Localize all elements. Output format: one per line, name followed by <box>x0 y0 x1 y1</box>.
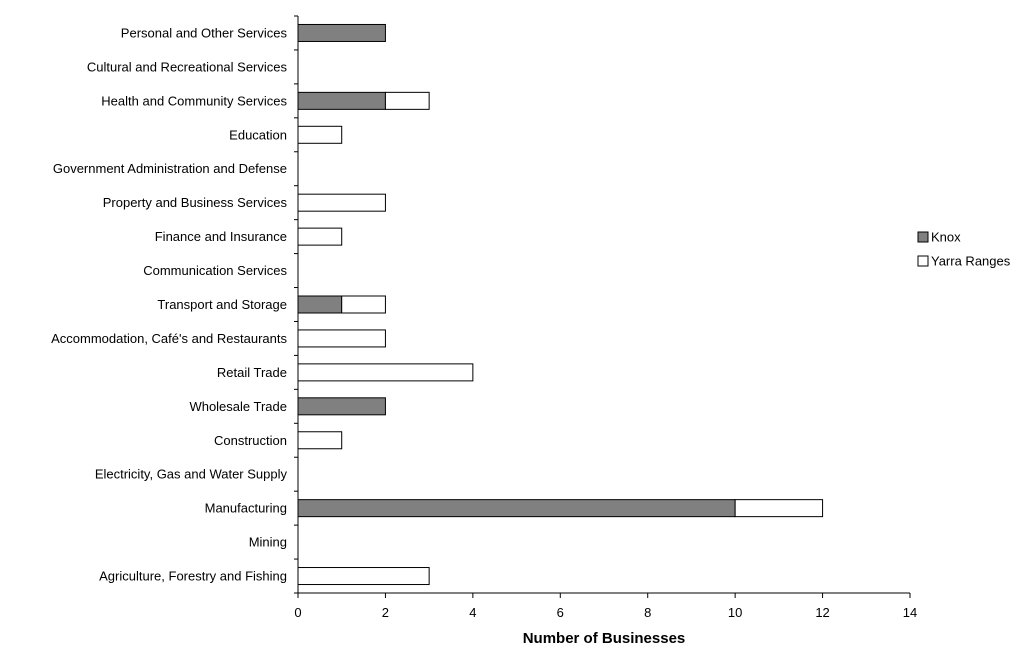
bar-yarra-ranges-accommodation-caf-s-and-restaurants <box>297 329 386 348</box>
category-label-government-administration-and-defense: Government Administration and Defense <box>53 161 287 176</box>
category-label-electricity-gas-and-water-supply: Electricity, Gas and Water Supply <box>95 467 288 482</box>
x-tick-label: 6 <box>557 605 564 620</box>
bars-group <box>297 23 824 586</box>
bar-yarra-ranges-finance-and-insurance <box>297 227 343 246</box>
bar-yarra-ranges-transport-and-storage <box>341 295 386 314</box>
category-label-retail-trade: Retail Trade <box>217 365 287 380</box>
x-tick-label: 8 <box>644 605 651 620</box>
category-label-communication-services: Communication Services <box>143 263 287 278</box>
bar-yarra-ranges-agriculture-forestry-and-fishing <box>297 567 430 586</box>
legend-swatch-yarra-ranges <box>917 255 929 267</box>
category-label-finance-and-insurance: Finance and Insurance <box>155 229 287 244</box>
bar-knox-health-and-community-services <box>297 91 386 110</box>
bar-yarra-ranges-manufacturing <box>734 499 824 518</box>
axes-group <box>294 15 910 594</box>
category-label-personal-and-other-services: Personal and Other Services <box>121 25 288 40</box>
category-label-manufacturing: Manufacturing <box>205 501 287 516</box>
x-axis-ticks: 0 2 4 6 8 10 12 14 <box>294 593 917 620</box>
category-label-property-and-business-services: Property and Business Services <box>103 195 288 210</box>
bar-yarra-ranges-retail-trade <box>297 363 474 382</box>
legend: Knox Yarra Ranges <box>917 230 1011 269</box>
bar-yarra-ranges-construction <box>297 431 343 450</box>
x-tick-label: 12 <box>815 605 829 620</box>
x-tick-label: 4 <box>469 605 476 620</box>
bar-knox-transport-and-storage <box>297 295 343 314</box>
category-label-accommodation-caf-s-and-restaurants: Accommodation, Café's and Restaurants <box>51 331 287 346</box>
category-label-construction: Construction <box>214 433 287 448</box>
category-label-mining: Mining <box>249 535 287 550</box>
bar-yarra-ranges-health-and-community-services <box>384 91 430 110</box>
category-label-transport-and-storage: Transport and Storage <box>157 297 287 312</box>
category-label-agriculture-forestry-and-fishing: Agriculture, Forestry and Fishing <box>99 569 287 584</box>
x-axis-title: Number of Businesses <box>523 630 686 647</box>
legend-label-yarra-ranges: Yarra Ranges <box>931 254 1011 269</box>
category-label-health-and-community-services: Health and Community Services <box>101 93 287 108</box>
category-label-education: Education <box>229 127 287 142</box>
bar-knox-manufacturing <box>297 499 736 518</box>
bar-yarra-ranges-property-and-business-services <box>297 193 386 212</box>
bar-yarra-ranges-education <box>297 125 343 144</box>
x-tick-label: 0 <box>294 605 301 620</box>
bar-knox-personal-and-other-services <box>297 23 386 42</box>
x-tick-label: 2 <box>382 605 389 620</box>
legend-label-knox: Knox <box>931 230 961 245</box>
bar-knox-wholesale-trade <box>297 397 386 416</box>
x-tick-label: 14 <box>903 605 917 620</box>
x-tick-label: 10 <box>728 605 742 620</box>
category-label-cultural-and-recreational-services: Cultural and Recreational Services <box>87 59 288 74</box>
category-label-wholesale-trade: Wholesale Trade <box>189 399 287 414</box>
legend-swatch-knox <box>917 231 929 243</box>
category-labels: Agriculture, Forestry and Fishing Mining M… <box>51 25 287 583</box>
